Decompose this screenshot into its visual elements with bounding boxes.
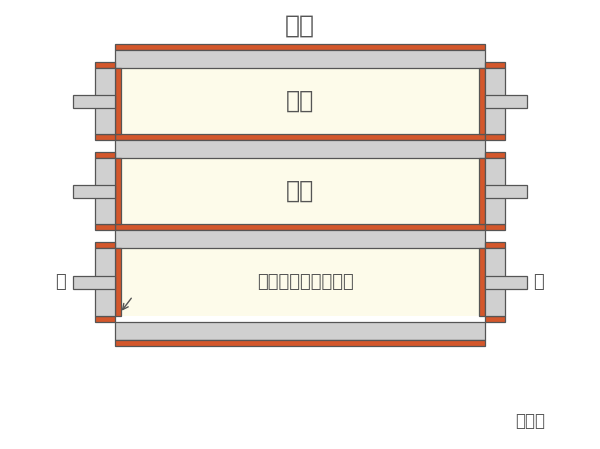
Bar (95, 242, 115, 248)
Bar (479, 158, 485, 224)
Text: 窓: 窓 (56, 273, 67, 291)
Bar (115, 68, 485, 134)
Bar (115, 158, 121, 224)
Bar (115, 322, 485, 340)
Text: 屋根: 屋根 (285, 14, 315, 38)
Bar (485, 185, 527, 198)
Bar (95, 316, 115, 322)
Bar (115, 248, 121, 316)
Bar (115, 134, 485, 140)
Bar (115, 44, 485, 50)
Bar (95, 134, 115, 140)
Bar (485, 94, 527, 107)
Text: 住戸: 住戸 (286, 89, 314, 113)
Bar (485, 224, 505, 230)
Bar (115, 224, 485, 230)
Bar (485, 316, 505, 322)
Bar (485, 248, 505, 316)
Bar (485, 242, 505, 248)
Bar (115, 248, 485, 316)
Bar (73, 94, 115, 107)
Bar (485, 158, 505, 224)
Text: 内断熱　最下階住戸: 内断熱 最下階住戸 (257, 273, 353, 291)
Bar (95, 158, 115, 224)
Bar (485, 152, 505, 158)
Bar (115, 50, 485, 68)
Bar (485, 62, 505, 68)
Bar (115, 340, 485, 346)
Bar (95, 152, 115, 158)
Text: 住戸: 住戸 (286, 179, 314, 203)
Bar (95, 68, 115, 134)
Bar (95, 248, 115, 316)
Bar (115, 140, 485, 158)
Bar (485, 276, 527, 289)
Bar (479, 248, 485, 316)
Text: 概念図: 概念図 (515, 412, 545, 430)
Bar (115, 230, 485, 248)
Bar (115, 68, 121, 134)
Bar (73, 185, 115, 198)
Bar (485, 68, 505, 134)
Bar (73, 276, 115, 289)
Bar (479, 68, 485, 134)
Bar (485, 134, 505, 140)
Bar (115, 158, 485, 224)
Text: 窓: 窓 (533, 273, 544, 291)
Bar (95, 62, 115, 68)
Bar (95, 224, 115, 230)
